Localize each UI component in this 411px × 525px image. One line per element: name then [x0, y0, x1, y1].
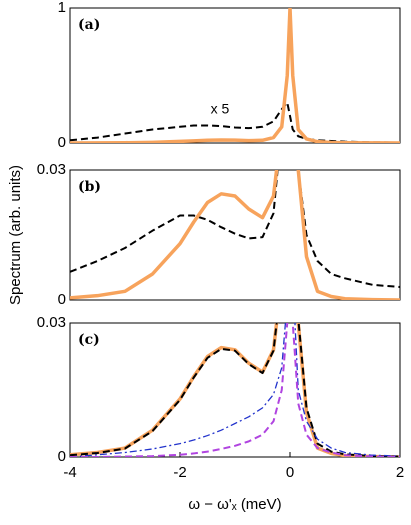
series-line: [70, 323, 400, 457]
y-tick-label: 0.03: [37, 314, 66, 331]
y-tick-label: 0: [58, 448, 66, 465]
plot-area: [70, 323, 400, 457]
panel-label: (b): [78, 179, 101, 195]
x-tick-label: 2: [396, 464, 404, 481]
x-tick-label: 0: [286, 464, 294, 481]
series-line: [70, 8, 400, 143]
series-line: [70, 170, 400, 300]
x-tick-label: -4: [63, 464, 76, 481]
x-axis-label: ω − ω'ₓ (meV): [188, 496, 281, 513]
series-line: [70, 101, 400, 143]
series-line: [70, 323, 400, 457]
axes-frame: [69, 169, 401, 301]
series-line: [70, 323, 400, 457]
annotation: x 5: [211, 101, 230, 117]
series-line: [70, 170, 400, 288]
panel-label: (c): [78, 332, 100, 348]
y-tick-label: 0: [58, 134, 66, 151]
x-tick-label: -2: [173, 464, 186, 481]
y-axis-label: Spectrum (arb. units): [7, 165, 24, 305]
y-tick-label: 1: [58, 0, 66, 16]
axes-frame: [69, 322, 401, 458]
y-tick-label: 0: [58, 291, 66, 308]
axes-frame: [69, 7, 401, 144]
series-line: [70, 323, 400, 457]
panel-label: (a): [78, 17, 100, 33]
y-tick-label: 0.03: [37, 161, 66, 178]
plot-area: [70, 8, 400, 143]
plot-area: [70, 170, 400, 300]
